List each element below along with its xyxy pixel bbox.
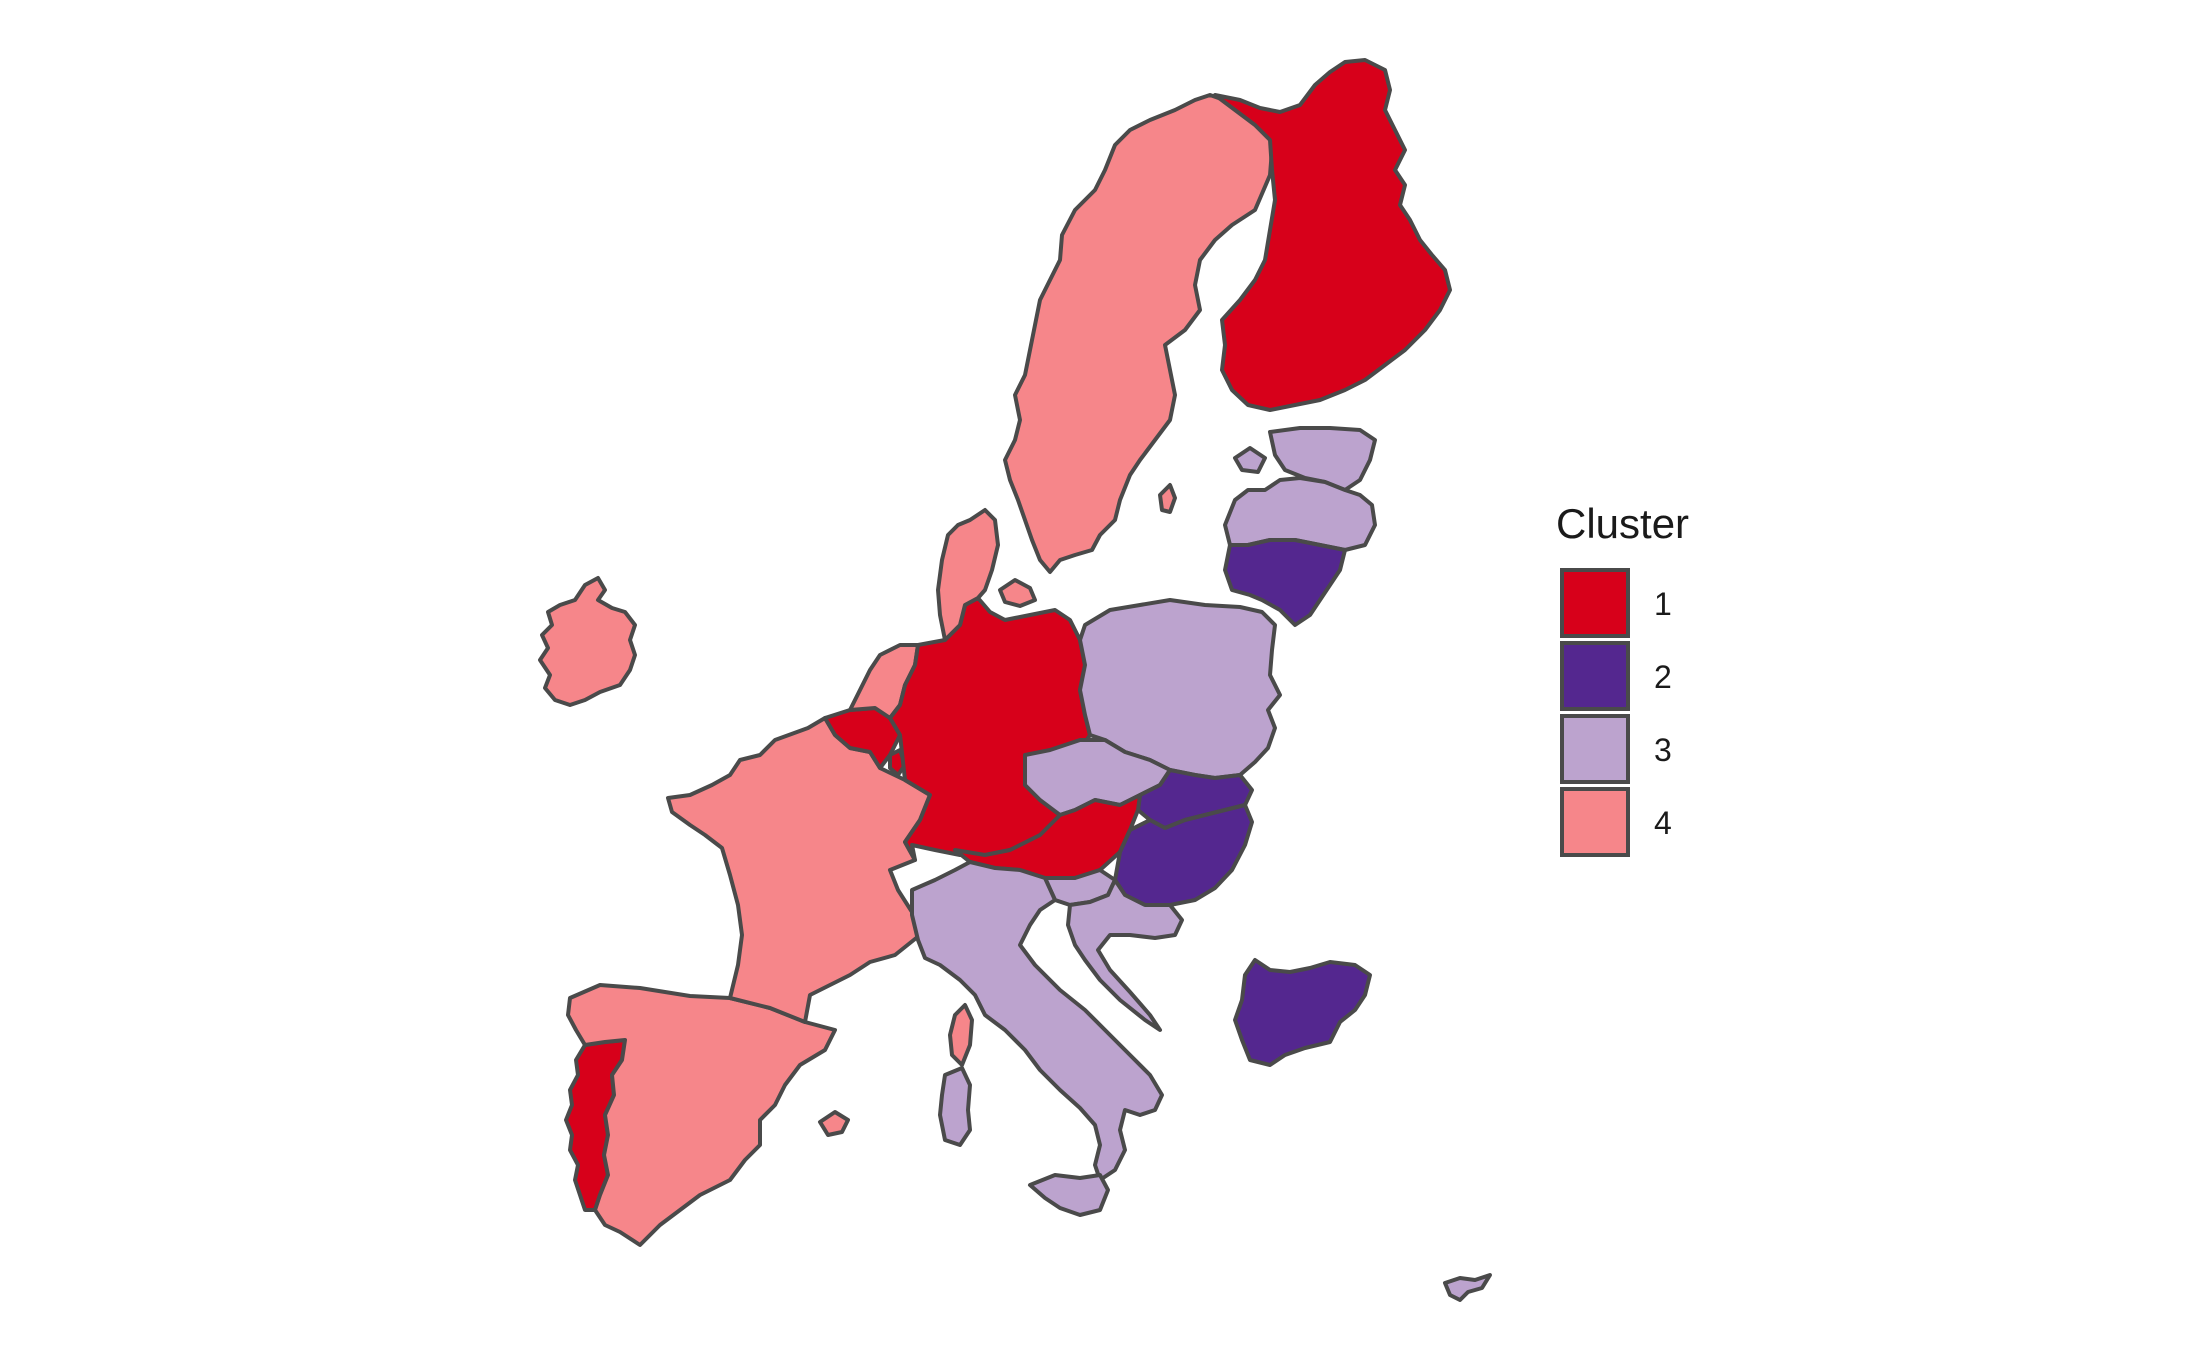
- legend-key-2: [1560, 641, 1630, 711]
- country-denmark: [936, 508, 1037, 642]
- legend-label-2: 2: [1654, 659, 1672, 695]
- legend-label-4: 4: [1654, 805, 1672, 841]
- legend-item-4: 4: [1560, 787, 1672, 857]
- country-sweden: [1003, 93, 1274, 574]
- legend-label-1: 1: [1654, 586, 1672, 622]
- country-spain: [566, 983, 837, 1247]
- legend-key-4: [1560, 787, 1630, 857]
- legend-item-1: 1: [1560, 568, 1672, 638]
- country-sardinia: [938, 1066, 972, 1147]
- legend-title: Cluster: [1556, 500, 1689, 547]
- country-cyprus: [1443, 1273, 1492, 1302]
- legend-key-3: [1560, 714, 1630, 784]
- country-saaremaa: [1233, 446, 1267, 474]
- country-ireland: [538, 576, 637, 707]
- legend: Cluster 1 2 3 4: [1556, 500, 1689, 857]
- country-poland: [1078, 598, 1282, 780]
- legend-item-2: 2: [1560, 641, 1672, 711]
- country-balearic-islands: [818, 1110, 850, 1137]
- legend-key-1: [1560, 568, 1630, 638]
- country-estonia: [1268, 426, 1377, 492]
- country-gotland: [1158, 483, 1177, 514]
- country-sicily: [1028, 1173, 1110, 1217]
- country-bulgaria: [1233, 958, 1372, 1067]
- country-corsica: [948, 1003, 974, 1067]
- country-lithuania: [1223, 538, 1347, 627]
- legend-label-3: 3: [1654, 732, 1672, 768]
- country-finland: [1213, 58, 1452, 412]
- country-croatia: [1066, 878, 1184, 1032]
- countries-layer: [538, 58, 1492, 1302]
- legend-item-3: 3: [1560, 714, 1672, 784]
- country-italy: [910, 860, 1164, 1182]
